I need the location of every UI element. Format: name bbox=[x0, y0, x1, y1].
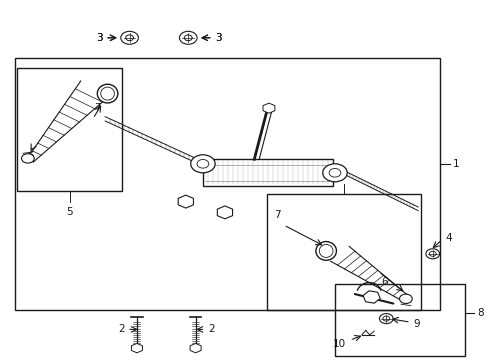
Text: 2: 2 bbox=[118, 324, 124, 334]
Ellipse shape bbox=[319, 244, 332, 257]
Circle shape bbox=[425, 249, 439, 259]
Text: 3: 3 bbox=[215, 33, 222, 43]
Text: 3: 3 bbox=[215, 33, 222, 43]
Text: 2: 2 bbox=[207, 324, 214, 334]
Circle shape bbox=[125, 35, 133, 41]
Text: 3: 3 bbox=[96, 33, 102, 43]
Text: 7: 7 bbox=[273, 210, 280, 220]
Bar bbox=[15, 58, 439, 310]
Text: 3: 3 bbox=[96, 33, 102, 43]
Text: 5: 5 bbox=[340, 168, 346, 178]
Circle shape bbox=[428, 251, 435, 256]
Circle shape bbox=[399, 294, 411, 303]
Circle shape bbox=[121, 31, 138, 44]
FancyArrowPatch shape bbox=[354, 294, 392, 303]
Text: 4: 4 bbox=[444, 233, 451, 243]
Circle shape bbox=[179, 31, 197, 44]
Text: 1: 1 bbox=[451, 159, 458, 169]
Text: 6: 6 bbox=[27, 151, 34, 161]
Bar bbox=[17, 68, 122, 191]
Bar bbox=[334, 284, 464, 356]
Circle shape bbox=[379, 314, 392, 324]
Text: 9: 9 bbox=[412, 319, 419, 329]
Text: 5: 5 bbox=[66, 207, 73, 217]
Circle shape bbox=[190, 155, 215, 173]
Circle shape bbox=[382, 316, 389, 321]
Circle shape bbox=[184, 35, 192, 41]
Circle shape bbox=[328, 168, 340, 177]
Text: 10: 10 bbox=[332, 339, 346, 349]
Ellipse shape bbox=[315, 242, 336, 260]
Circle shape bbox=[322, 164, 346, 182]
Text: 7: 7 bbox=[94, 103, 101, 113]
Text: 6: 6 bbox=[381, 277, 387, 287]
Circle shape bbox=[197, 159, 208, 168]
Text: 8: 8 bbox=[476, 308, 483, 318]
Bar bbox=[266, 194, 420, 310]
Circle shape bbox=[21, 154, 34, 163]
Bar bbox=[203, 159, 332, 186]
Ellipse shape bbox=[101, 87, 114, 100]
Ellipse shape bbox=[97, 84, 118, 103]
